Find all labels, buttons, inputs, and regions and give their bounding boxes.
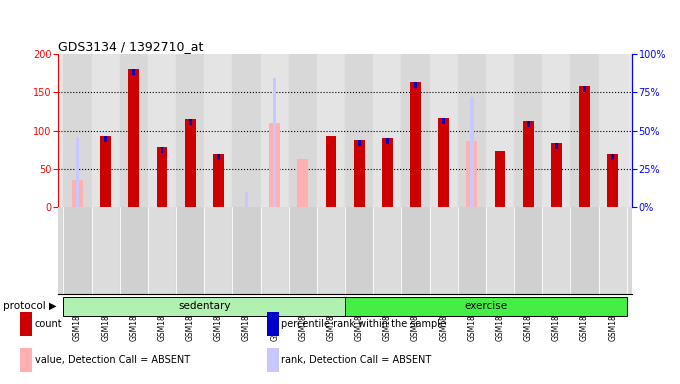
Bar (486, 207, 514, 294)
Bar (373, 207, 401, 294)
Text: ▶: ▶ (49, 301, 56, 311)
Bar (267, 348, 279, 372)
Bar (92, 54, 120, 207)
Bar (297, 159, 308, 207)
Bar (542, 54, 571, 207)
Bar (611, 154, 614, 160)
Bar (204, 207, 233, 294)
Bar (354, 140, 364, 207)
Bar (92, 207, 120, 294)
Bar (373, 54, 401, 207)
Bar (189, 119, 192, 125)
Bar (63, 207, 92, 294)
Bar (466, 141, 477, 207)
Bar (104, 136, 107, 142)
Bar (213, 154, 224, 207)
Bar (439, 118, 449, 207)
Bar (523, 121, 534, 207)
Bar (160, 147, 163, 153)
Bar (430, 54, 458, 207)
Text: value, Detection Call = ABSENT: value, Detection Call = ABSENT (35, 355, 190, 365)
Bar (514, 207, 542, 294)
Text: protocol: protocol (3, 301, 46, 311)
Bar (326, 136, 337, 207)
Bar (571, 207, 598, 294)
Bar (345, 54, 373, 207)
Bar (382, 138, 393, 207)
Bar (63, 54, 92, 207)
Bar (156, 147, 167, 207)
Bar (555, 143, 558, 149)
Bar (598, 54, 627, 207)
Bar (76, 137, 79, 207)
Bar (120, 207, 148, 294)
Bar (414, 82, 417, 88)
Bar (101, 136, 111, 207)
Bar (358, 140, 360, 146)
Bar (458, 54, 486, 207)
Bar (72, 180, 83, 207)
Bar (486, 54, 514, 207)
Bar (148, 207, 176, 294)
Bar (494, 151, 505, 207)
Bar (607, 154, 618, 207)
Bar (185, 119, 196, 207)
Bar (579, 86, 590, 207)
Bar (176, 54, 204, 207)
Bar (583, 86, 586, 92)
Text: percentile rank within the sample: percentile rank within the sample (282, 318, 447, 329)
Bar (598, 207, 627, 294)
Bar (20, 348, 32, 372)
Bar (345, 207, 373, 294)
Bar (63, 297, 345, 316)
Bar (269, 123, 280, 207)
Text: GDS3134 / 1392710_at: GDS3134 / 1392710_at (58, 40, 203, 53)
Bar (267, 312, 279, 336)
Bar (551, 143, 562, 207)
Bar (401, 54, 430, 207)
Bar (120, 54, 148, 207)
Bar (260, 54, 289, 207)
Bar (148, 54, 176, 207)
Bar (410, 82, 421, 207)
Bar (289, 207, 317, 294)
Bar (245, 192, 248, 207)
Bar (430, 207, 458, 294)
Bar (176, 207, 204, 294)
Bar (470, 97, 473, 207)
Bar (514, 54, 542, 207)
Bar (458, 207, 486, 294)
Bar (233, 207, 260, 294)
Bar (386, 138, 389, 144)
Bar (133, 69, 135, 75)
Bar (401, 207, 430, 294)
Bar (204, 54, 233, 207)
Text: count: count (35, 318, 63, 329)
Text: rank, Detection Call = ABSENT: rank, Detection Call = ABSENT (282, 355, 432, 365)
Bar (317, 54, 345, 207)
Bar (20, 312, 32, 336)
Bar (542, 207, 571, 294)
Text: exercise: exercise (464, 301, 507, 311)
Bar (442, 118, 445, 124)
Bar (233, 54, 260, 207)
Bar (273, 78, 276, 207)
Bar (129, 69, 139, 207)
Bar (289, 54, 317, 207)
Bar (260, 207, 289, 294)
Bar (217, 154, 220, 160)
Bar (527, 121, 530, 127)
Text: sedentary: sedentary (178, 301, 231, 311)
Bar (317, 207, 345, 294)
Bar (571, 54, 598, 207)
Bar (345, 297, 627, 316)
